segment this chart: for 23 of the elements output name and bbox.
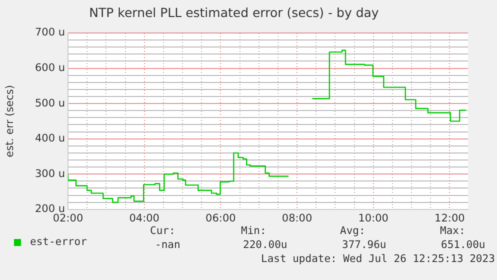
x-tick-label: 10:00 [358, 212, 388, 224]
legend-label: est-error [30, 236, 87, 248]
y-tick-label: 600 u [34, 62, 65, 74]
x-tick-label: 06:00 [206, 212, 236, 224]
y-tick-label: 300 u [34, 168, 65, 180]
x-tick-label: 04:00 [129, 212, 160, 224]
y-axis-title: est. err (secs) [4, 85, 16, 158]
text: 220.00u [243, 239, 288, 251]
text: 377.96u [342, 239, 386, 251]
text: Last update: Wed Jul 26 12:25:13 2023 [261, 253, 495, 265]
text: -nan [155, 239, 180, 251]
y-tick-label: 700 u [34, 26, 65, 39]
x-tick-label: 08:00 [282, 212, 312, 224]
text: Avg: [340, 225, 366, 237]
text: Min: [241, 225, 266, 237]
y-tick-label: 400 u [34, 132, 65, 145]
x-tick-label: 12:00 [434, 212, 465, 224]
text: Cur: [150, 225, 176, 237]
x-tick-label: 02:00 [52, 212, 84, 224]
chart-title: NTP kernel PLL estimated error (secs) - by day [89, 4, 380, 20]
y-tick-label: 500 u [34, 97, 65, 110]
text: 651.00u [441, 239, 486, 251]
text: Max: [440, 225, 466, 237]
